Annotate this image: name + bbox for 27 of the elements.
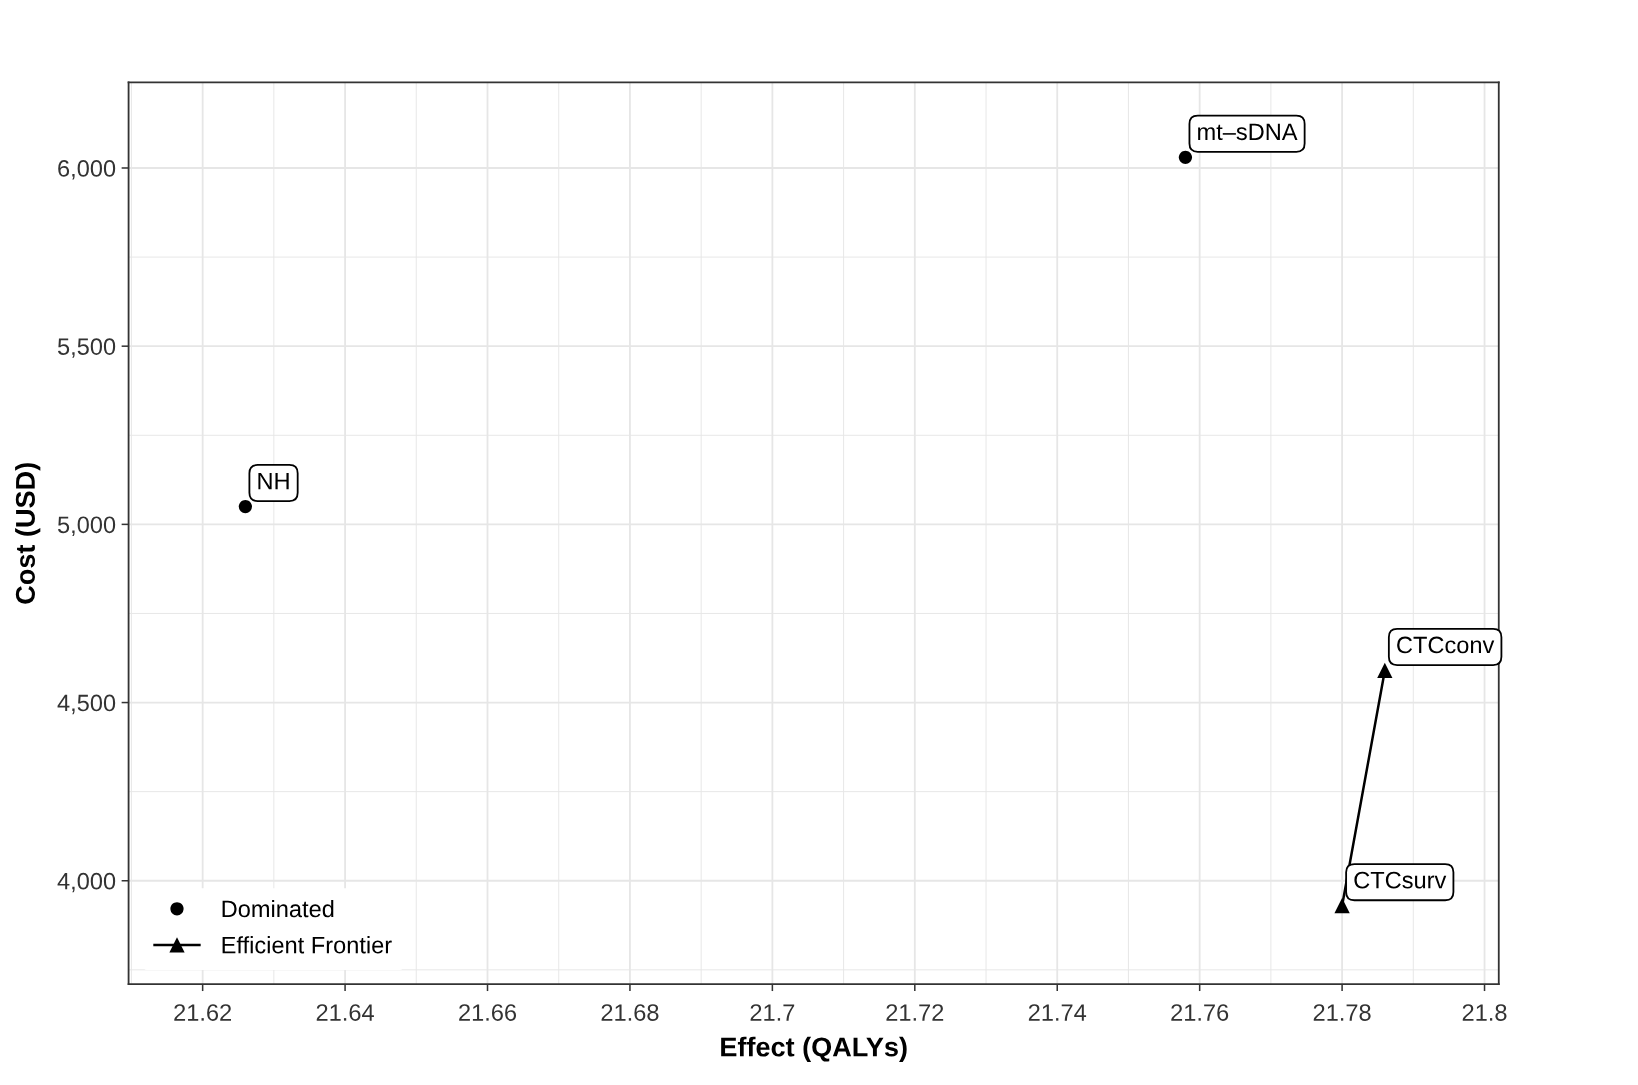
x-tick-label: 21.62: [174, 1004, 232, 1021]
y-tick-label: 4,500: [57, 694, 116, 715]
legend-label: Efficient Frontier: [222, 936, 392, 954]
point: [1377, 662, 1393, 679]
y-tick-label: 5,500: [57, 338, 116, 358]
x-tick-label: 21.8: [1462, 1004, 1507, 1021]
point: [1178, 150, 1193, 164]
y-tick-label: 5,000: [57, 516, 116, 536]
x-tick-label: 21.68: [601, 1004, 659, 1021]
annotation: NH: [258, 472, 289, 490]
point: [1334, 898, 1350, 914]
x-axis-title: Effect (QALYs): [721, 1036, 907, 1062]
annotation: CTCsurv: [1354, 871, 1447, 889]
x-tick-label: 21.74: [1028, 1004, 1087, 1021]
y-axis-title: Cost (USD): [15, 463, 41, 604]
x-tick-label: 21.64: [316, 1004, 374, 1021]
y-tick-label: 6,000: [58, 160, 116, 180]
x-tick-label: 21.76: [1171, 1004, 1229, 1021]
x-tick-label: 21.78: [1313, 1004, 1371, 1021]
y-tick-label: 4,000: [57, 872, 116, 893]
annotation: mt–sDNA: [1198, 123, 1298, 141]
x-tick-label: 21.7: [750, 1004, 795, 1021]
point: [238, 499, 252, 514]
legend-label: Dominated: [222, 899, 334, 918]
x-tick-label: 21.72: [886, 1004, 944, 1021]
x-tick-label: 21.66: [459, 1004, 517, 1021]
annotation: CTCconv: [1397, 636, 1495, 654]
